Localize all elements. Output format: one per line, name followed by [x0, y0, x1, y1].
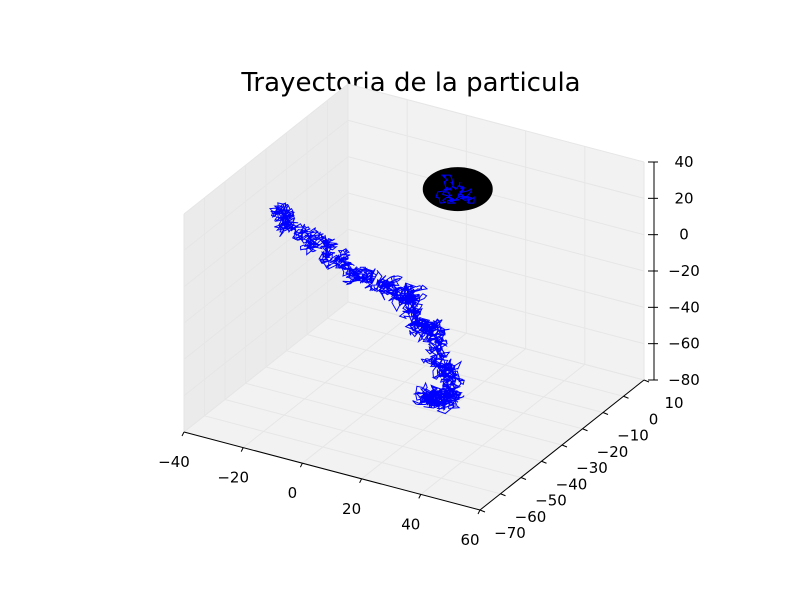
x-tick-label: −40 — [158, 453, 190, 471]
y-tick — [561, 444, 568, 448]
z-tick-label: 20 — [674, 189, 693, 207]
y-tick — [623, 395, 629, 399]
x-tick-label: 40 — [401, 515, 420, 533]
x-tick — [299, 462, 303, 468]
x-tick-label: −20 — [217, 469, 249, 487]
y-tick — [541, 460, 547, 464]
y-tick — [479, 509, 486, 513]
trajectory-line — [268, 202, 465, 415]
x-tick — [240, 447, 244, 452]
y-tick — [520, 477, 527, 480]
x-tick — [181, 431, 185, 437]
y-tick-label: −10 — [617, 427, 649, 445]
z-tick-label: −40 — [668, 298, 700, 316]
x-tick-label: 60 — [460, 531, 479, 549]
chart-title: Trayectoria de la particula — [240, 68, 580, 98]
y-tick — [500, 493, 506, 497]
z-tick-label: 0 — [679, 226, 689, 244]
grid-line-z — [183, 119, 645, 251]
x-tick — [477, 509, 481, 515]
z-tick-label: −20 — [668, 262, 700, 280]
grid-line-z — [183, 192, 645, 324]
y-tick-label: −40 — [556, 475, 588, 493]
disk-trajectory — [435, 174, 475, 204]
x-tick-label: 20 — [342, 500, 361, 518]
grid-line-z — [183, 228, 645, 360]
z-tick-label: −80 — [668, 371, 700, 389]
grid-line-z — [183, 301, 645, 433]
x-tick — [359, 478, 363, 484]
y-tick-label: −20 — [597, 443, 629, 461]
y-tick-label: −60 — [515, 508, 547, 526]
y-tick-label: −50 — [535, 492, 567, 510]
disk-marker — [422, 167, 493, 212]
x-axis-line — [183, 431, 481, 511]
y-tick — [582, 428, 588, 432]
y-tick — [643, 379, 650, 383]
y-tick-label: −30 — [576, 459, 608, 477]
y-tick-label: 10 — [664, 394, 683, 412]
y-tick — [602, 412, 609, 415]
y-tick-label: 0 — [649, 410, 659, 428]
z-tick-label: −60 — [668, 335, 700, 353]
y-tick-label: −70 — [494, 524, 526, 542]
z-tick-label: 40 — [674, 153, 693, 171]
grid-line-z — [183, 83, 645, 215]
x-tick — [418, 494, 422, 499]
x-tick-label: 0 — [288, 484, 298, 502]
grid-line-z — [183, 156, 645, 288]
